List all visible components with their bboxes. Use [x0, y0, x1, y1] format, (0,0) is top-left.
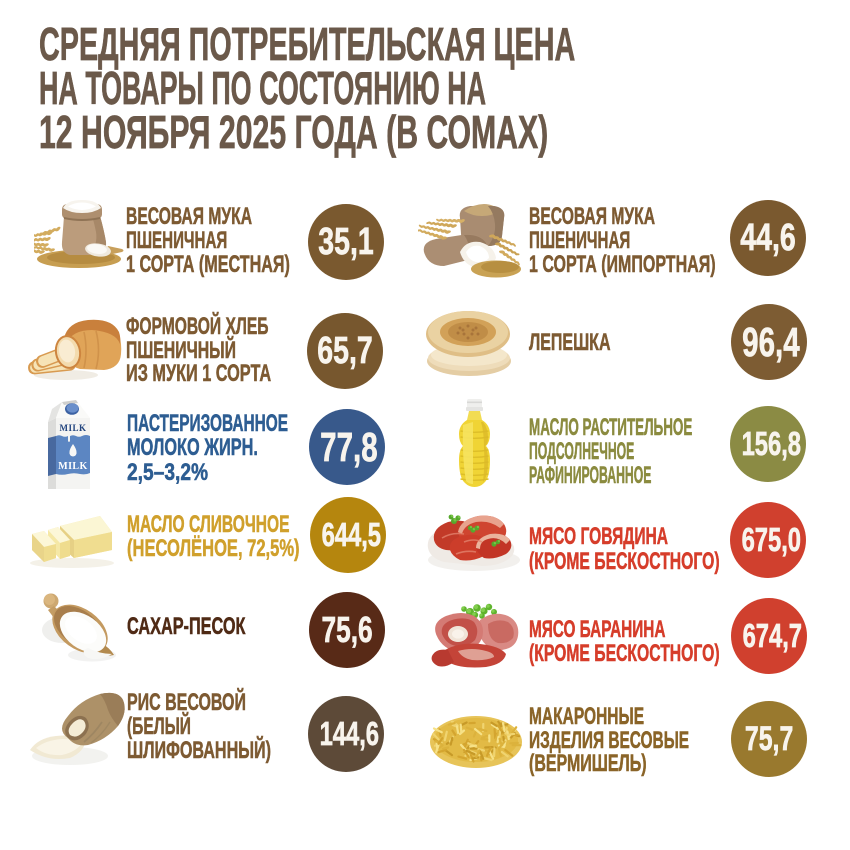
svg-text:MILK: MILK	[59, 423, 86, 433]
svg-text:MILK: MILK	[58, 461, 87, 472]
